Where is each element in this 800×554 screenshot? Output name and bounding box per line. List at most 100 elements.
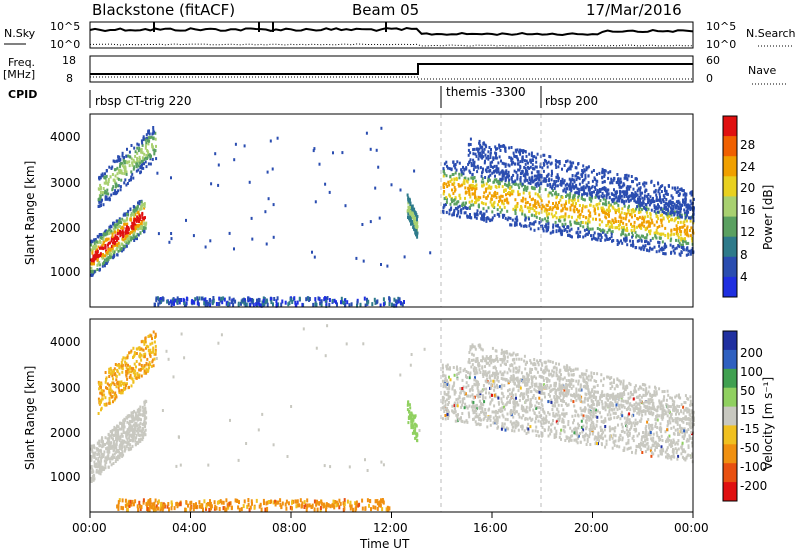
velocity-echo: [563, 388, 566, 392]
power-echo: [317, 296, 320, 301]
velocity-echo: [638, 412, 641, 416]
power-echo: [442, 192, 445, 196]
power-echo: [388, 299, 391, 304]
power-echo: [98, 263, 101, 267]
velocity-echo: [562, 398, 564, 402]
power-echo: [94, 246, 97, 250]
power-echo: [683, 208, 686, 212]
velocity-echo: [515, 424, 518, 428]
power-echo: [482, 212, 485, 216]
velocity-echo: [118, 454, 121, 458]
power-echo: [119, 234, 122, 238]
power-echo: [550, 169, 553, 173]
power-echo: [510, 192, 513, 196]
power-echo: [663, 252, 666, 256]
power-echo: [609, 170, 612, 174]
power-echo: [379, 303, 382, 308]
velocity-echo: [100, 457, 103, 460]
velocity-echo: [112, 437, 115, 441]
freq-top-label: 18: [62, 54, 76, 67]
power-echo: [497, 182, 500, 186]
velocity-echo: [570, 398, 573, 402]
power-echo: [119, 185, 122, 189]
power-echo: [458, 215, 461, 219]
velocity-echo: [130, 420, 133, 423]
power-echo: [462, 172, 465, 176]
power-echo: [639, 225, 642, 229]
power-echo: [686, 233, 688, 237]
power-echo: [540, 176, 543, 180]
power-echo: [472, 176, 475, 180]
velocity-echo: [109, 366, 112, 370]
power-echo: [119, 230, 122, 234]
velocity-echo: [676, 422, 679, 426]
power-echo: [655, 214, 658, 218]
power-echo: [463, 211, 466, 215]
power-echo: [140, 221, 143, 225]
power-echo: [685, 205, 688, 209]
velocity-echo: [473, 382, 476, 386]
velocity-echo: [97, 412, 100, 415]
power-echo: [550, 161, 553, 165]
power-echo: [643, 245, 646, 249]
velocity-echo: [447, 400, 450, 404]
power-echo: [314, 297, 317, 302]
velocity-echo: [115, 435, 118, 439]
power-echo: [507, 201, 510, 205]
power-echo: [686, 225, 689, 229]
power-echo: [566, 207, 569, 211]
power-echo: [141, 151, 144, 155]
power-echo: [634, 230, 637, 234]
velocity-echo: [612, 433, 615, 437]
power-echo: [494, 169, 497, 173]
velocity-echo: [573, 438, 576, 442]
velocity-echo: [541, 404, 544, 408]
power-echo: [414, 216, 416, 220]
power-echo: [524, 214, 527, 218]
power-echo: [257, 297, 260, 302]
velocity-echo: [140, 429, 142, 433]
power-echo: [529, 182, 532, 185]
power-echo: [497, 203, 499, 207]
velocity-echo: [104, 436, 107, 440]
power-echo: [636, 200, 638, 204]
power-echo: [512, 189, 515, 193]
power-echo: [99, 236, 102, 239]
power-echo: [476, 170, 479, 174]
velocity-echo: [143, 355, 146, 359]
power-echo: [117, 249, 120, 253]
velocity-echo: [136, 418, 139, 422]
nsky-strip-frame: [89, 21, 694, 49]
velocity-echo: [562, 412, 565, 416]
power-echo: [104, 254, 106, 258]
power-echo: [560, 215, 563, 219]
power-echo: [577, 221, 580, 225]
power-echo: [691, 190, 694, 194]
power-echo: [685, 253, 688, 257]
velocity-echo: [640, 409, 643, 413]
power-echo: [121, 229, 124, 233]
power-echo: [646, 214, 649, 218]
nsky-bottom-label: 10^0: [50, 38, 80, 51]
power-echo: [569, 206, 572, 210]
velocity-echo: [123, 445, 126, 449]
power-echo: [325, 303, 328, 308]
power-echo: [573, 193, 576, 197]
power-echo: [106, 181, 109, 185]
power-echo: [106, 197, 109, 201]
power-echo: [143, 152, 146, 156]
velocity-echo: [108, 371, 111, 375]
power-echo: [445, 182, 448, 186]
power-echo: [663, 245, 666, 249]
velocity-echo: [92, 454, 95, 458]
velocity-echo: [143, 403, 146, 407]
power-echo: [495, 170, 498, 174]
power-echo: [116, 253, 119, 257]
velocity-echo: [517, 412, 520, 416]
power-echo: [116, 235, 119, 239]
power-echo: [680, 215, 683, 219]
power-echo: [194, 297, 197, 302]
power-echo: [631, 215, 633, 219]
power-echo: [111, 187, 114, 191]
power-echo: [634, 214, 636, 218]
